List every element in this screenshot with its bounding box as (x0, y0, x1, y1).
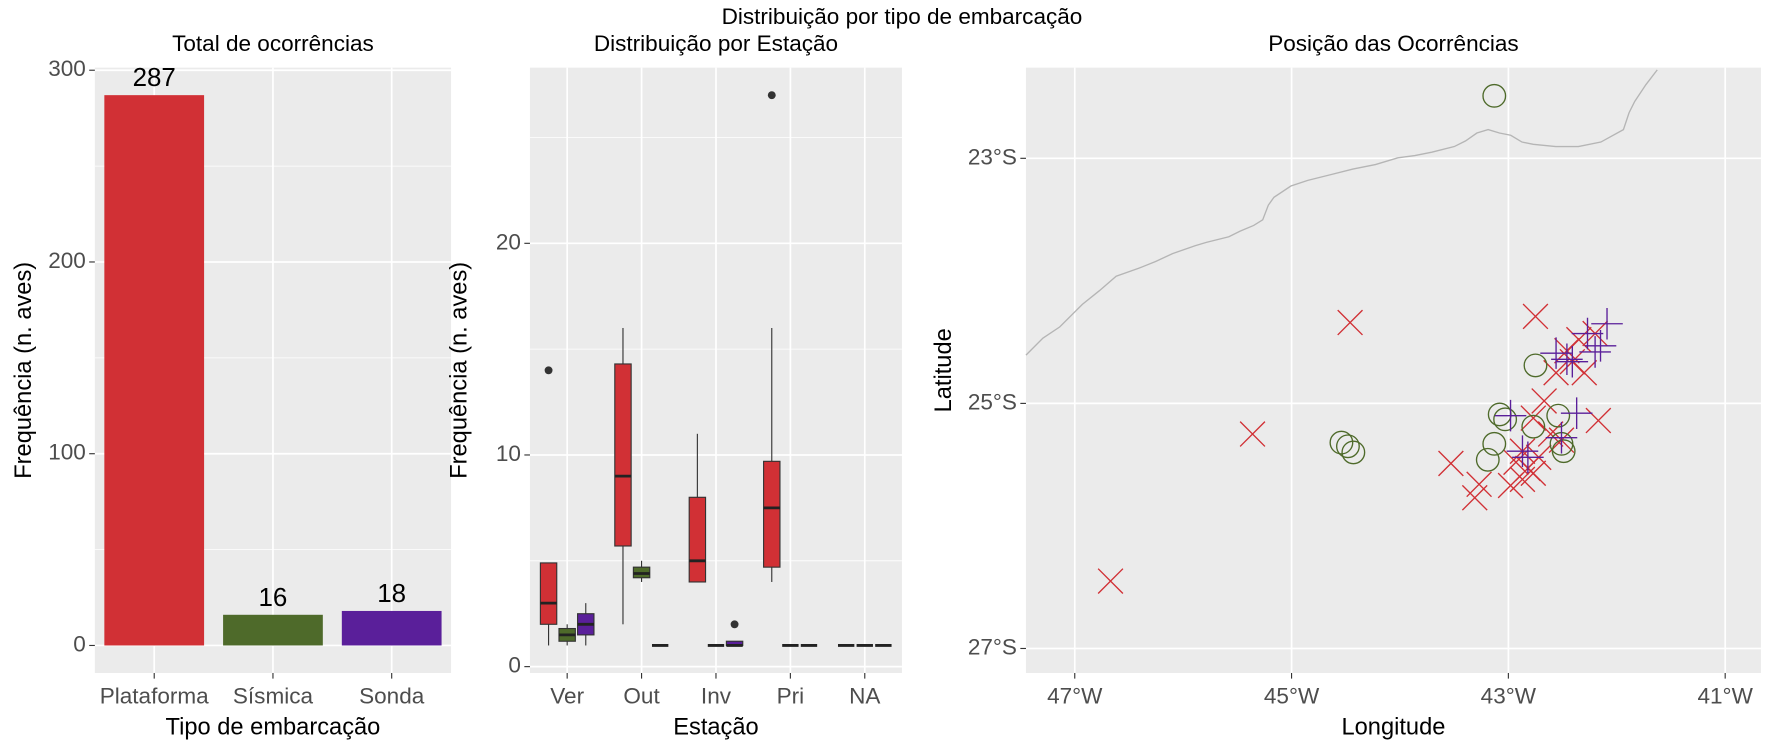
x-tick-label: Ver (550, 684, 584, 709)
point (1239, 421, 1266, 447)
x-tick-label: Sonda (359, 684, 425, 709)
y-tick-label: 23°S (968, 144, 1017, 169)
box-body (763, 460, 781, 568)
plot-background (1025, 67, 1761, 673)
y-axis-title: Frequência (n. aves) (11, 262, 37, 479)
value-label: 16 (259, 584, 288, 612)
x-tick-label: 41°W (1698, 684, 1754, 709)
panel-title: Distribuição por Estação (594, 31, 838, 56)
point (1335, 434, 1360, 459)
box-body (539, 562, 558, 625)
point (1461, 484, 1488, 511)
box (539, 366, 558, 646)
point (1585, 407, 1612, 434)
bar (341, 610, 442, 646)
box (614, 327, 632, 625)
x-tick-label: NA (849, 684, 880, 709)
coastline (1025, 69, 1658, 356)
point (1482, 431, 1507, 456)
point (1523, 353, 1548, 378)
figure-title: Distribuição por tipo de embarcação (722, 4, 1083, 29)
x-tick-label: 45°W (1264, 684, 1320, 709)
x-tick-label: Sísmica (233, 684, 314, 709)
point (1531, 388, 1558, 414)
point (1341, 440, 1366, 465)
y-tick-label: 0 (73, 631, 86, 656)
point (1551, 439, 1576, 464)
box-body (688, 496, 707, 583)
point (1571, 359, 1598, 386)
point (1466, 471, 1492, 498)
point (1560, 397, 1593, 429)
y-tick-label: 200 (48, 248, 86, 273)
bar (104, 95, 205, 646)
point (1503, 449, 1529, 476)
point (1543, 359, 1569, 386)
box-body (614, 363, 632, 547)
panel-title: Total de ocorrências (172, 31, 374, 56)
y-tick-label: 20 (496, 229, 521, 254)
box (725, 620, 744, 647)
point (1438, 450, 1464, 477)
point (1475, 447, 1500, 472)
box (577, 603, 595, 646)
panel-title: Posição das Ocorrências (1268, 31, 1518, 56)
x-axis-title: Longitude (1341, 714, 1445, 740)
bar (223, 614, 323, 646)
point (1097, 568, 1124, 594)
point (1329, 430, 1354, 455)
point (1551, 343, 1583, 376)
box (632, 560, 651, 582)
point (1337, 309, 1363, 336)
x-axis-title: Estação (673, 714, 758, 740)
outlier (544, 366, 553, 375)
x-tick-label: Plataforma (100, 684, 209, 709)
box (688, 433, 707, 583)
point (1509, 466, 1536, 493)
outlier (730, 620, 739, 629)
y-axis-title: Frequência (n. aves) (446, 262, 472, 479)
y-tick-label: 300 (48, 56, 86, 81)
point (1520, 405, 1547, 431)
outlier (767, 91, 776, 100)
point (1591, 307, 1623, 340)
x-tick-label: 47°W (1047, 684, 1103, 709)
x-axis-title: Tipo de embarcação (166, 714, 381, 740)
y-tick-label: 27°S (968, 634, 1017, 659)
y-tick-label: 0 (508, 653, 521, 678)
point (1521, 414, 1546, 439)
y-axis-title: Latitude (931, 328, 957, 412)
box (558, 624, 576, 646)
point (1537, 421, 1564, 447)
value-label: 287 (133, 64, 176, 92)
point (1493, 407, 1518, 432)
x-tick-label: Out (623, 684, 660, 709)
x-tick-label: Inv (701, 684, 732, 709)
point (1522, 303, 1549, 330)
x-tick-label: Pri (777, 684, 805, 709)
box (763, 91, 781, 582)
point (1545, 421, 1578, 454)
point (1494, 399, 1527, 432)
value-label: 18 (377, 580, 406, 608)
point (1482, 83, 1507, 108)
point (1571, 317, 1604, 350)
point (1556, 345, 1589, 378)
y-tick-label: 10 (496, 441, 521, 466)
point (1579, 336, 1611, 368)
point (1584, 330, 1617, 362)
point (1506, 435, 1539, 467)
x-tick-label: 43°W (1481, 684, 1537, 709)
y-tick-label: 25°S (968, 389, 1017, 414)
point (1512, 441, 1544, 474)
y-tick-label: 100 (48, 440, 86, 465)
point (1546, 403, 1571, 428)
point (1497, 472, 1524, 499)
